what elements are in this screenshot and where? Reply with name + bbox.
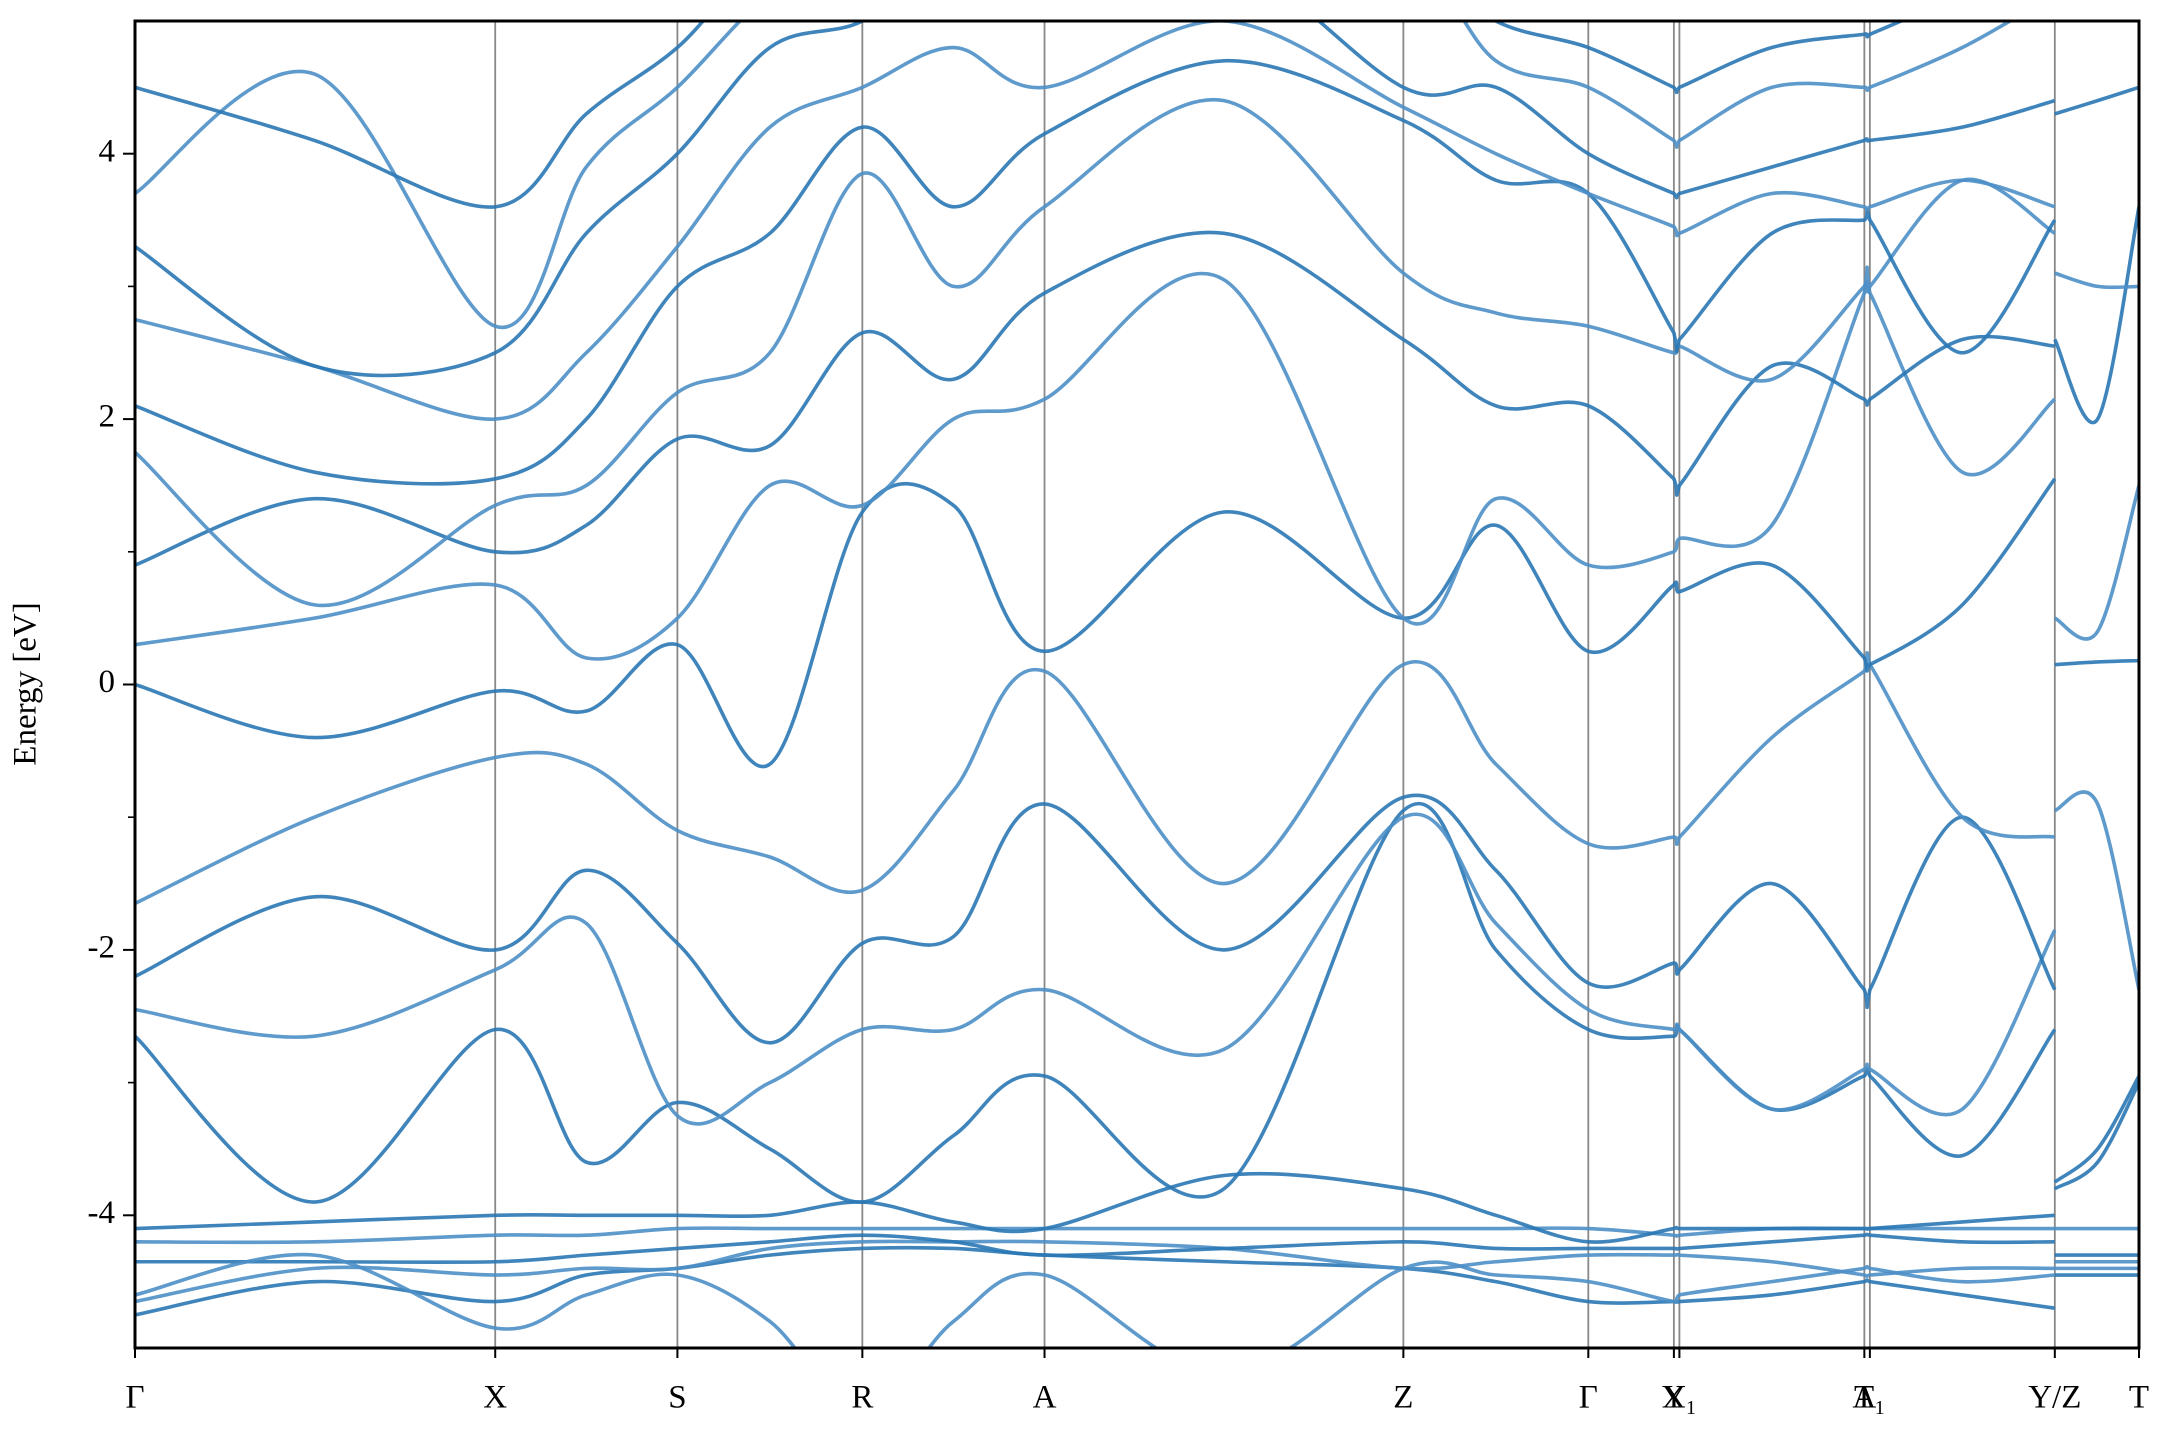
- x-tick-label: Z: [1393, 1380, 1413, 1416]
- x-tick-label: Y/Z: [2028, 1380, 2081, 1416]
- y-tick-label: 2: [99, 399, 116, 435]
- y-tick-label: -2: [88, 929, 116, 965]
- x-tick-label: A: [1033, 1380, 1057, 1416]
- band-line: [135, 1245, 2139, 1317]
- band-line: [135, 59, 2057, 486]
- x-tick-label: T: [2129, 1380, 2149, 1416]
- band-line: [135, 21, 2056, 421]
- x-tick-label: R: [851, 1380, 873, 1416]
- bands-layer: [135, 21, 2139, 1348]
- x-tick-label: S: [668, 1380, 686, 1416]
- band-line: [135, 97, 2056, 608]
- x-tick-label: Γ: [1579, 1380, 1598, 1416]
- band-line: [135, 21, 1906, 209]
- band-line: [135, 658, 2139, 1045]
- band-line: [135, 206, 2139, 769]
- band-line: [135, 265, 2139, 661]
- y-tick-label: 0: [99, 664, 116, 700]
- x-tick-label: T₁: [1854, 1380, 1886, 1416]
- band-line: [135, 21, 2056, 378]
- y-tick-label: -4: [88, 1195, 116, 1231]
- x-tick-label: A: [1852, 1380, 1876, 1416]
- band-line: [135, 85, 2139, 567]
- band-line: [135, 801, 2139, 1204]
- band-line: [135, 790, 2139, 1126]
- band-line: [135, 1232, 2139, 1265]
- x-tick-label: X₁: [1662, 1380, 1697, 1416]
- y-axis-label: Energy [eV]: [8, 602, 44, 765]
- band-line: [135, 484, 2139, 906]
- band-line: [135, 1252, 2139, 1348]
- y-tick-label: 4: [99, 133, 116, 169]
- x-tick-label: X: [483, 1380, 507, 1416]
- band-line: [135, 1081, 2139, 1244]
- x-tick-label: Y: [1662, 1380, 1686, 1416]
- x-tick-label: Γ: [125, 1380, 144, 1416]
- band-line: [135, 21, 2014, 330]
